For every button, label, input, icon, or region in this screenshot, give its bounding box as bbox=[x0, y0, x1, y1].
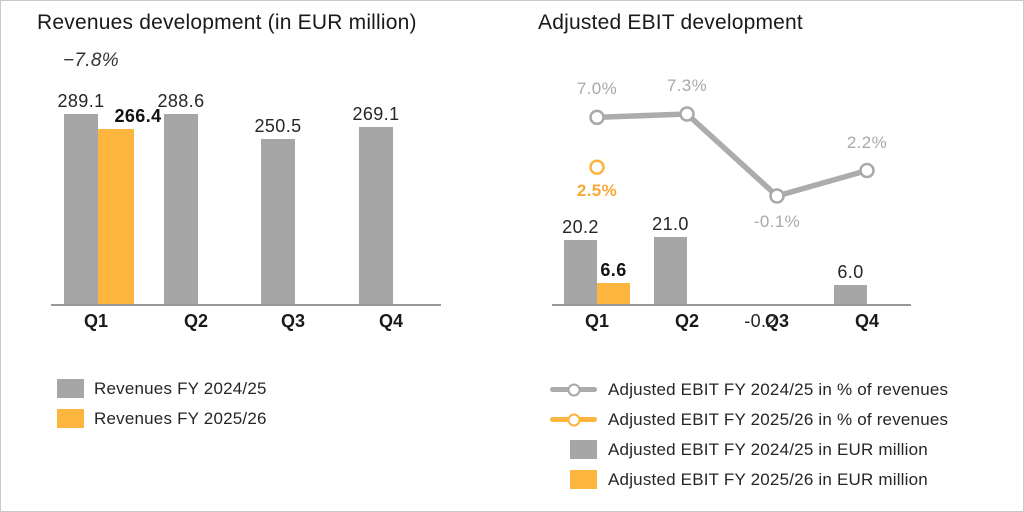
orange-line-marker-icon bbox=[550, 413, 597, 426]
marker-cell bbox=[550, 383, 608, 396]
legend-item-revenues-fy2025-26: Revenues FY 2025/26 bbox=[57, 409, 267, 428]
x-tick-label: Q1 bbox=[83, 311, 109, 331]
x-tick-label: Q2 bbox=[674, 311, 700, 331]
bar-ebit-fy2025-26 bbox=[597, 283, 630, 304]
x-tick-label: Q1 bbox=[584, 311, 610, 331]
legend-label: Revenues FY 2024/25 bbox=[94, 378, 267, 398]
orange-swatch-icon bbox=[570, 470, 597, 489]
legend-label: Revenues FY 2025/26 bbox=[94, 408, 267, 428]
ebit-legend: Adjusted EBIT FY 2024/25 in % of revenue… bbox=[550, 380, 948, 489]
value-label: 20.2 bbox=[562, 217, 599, 237]
ebit-chart-title: Adjusted EBIT development bbox=[538, 11, 803, 34]
ebit-pct-line-fy2024-25 bbox=[594, 111, 870, 199]
line-marker-gray bbox=[589, 109, 605, 126]
bar-revenues-fy2025-26 bbox=[98, 128, 134, 304]
marker-cell bbox=[550, 413, 608, 426]
value-label: 269.1 bbox=[352, 104, 400, 125]
x-tick-label: Q4 bbox=[854, 311, 880, 331]
x-axis-line bbox=[51, 304, 441, 306]
legend-label: Adjusted EBIT FY 2025/26 in % of revenue… bbox=[608, 409, 949, 429]
gray-swatch-icon bbox=[570, 440, 597, 459]
legend-label: Adjusted EBIT FY 2024/25 in % of revenue… bbox=[608, 379, 949, 399]
pct-label: 2.2% bbox=[846, 132, 888, 152]
line-marker-gray bbox=[859, 162, 875, 179]
bar-revenues-fy2024-25 bbox=[164, 114, 198, 304]
bar-revenues-fy2024-25 bbox=[261, 139, 295, 304]
open-circle-icon bbox=[567, 413, 580, 426]
gray-swatch-icon bbox=[57, 379, 84, 398]
line-marker-gray bbox=[679, 106, 695, 122]
orange-swatch-icon bbox=[57, 409, 84, 428]
revenues-delta-label: −7.8% bbox=[63, 50, 119, 71]
legend-item-ebit-eur-fy2024-25: Adjusted EBIT FY 2024/25 in EUR million bbox=[550, 440, 948, 459]
bar-ebit-fy2024-25 bbox=[564, 240, 597, 304]
value-label: 21.0 bbox=[652, 214, 689, 235]
value-label-negative: -0.2 bbox=[744, 311, 777, 331]
marker-cell bbox=[57, 409, 94, 428]
marker-cell bbox=[550, 440, 608, 459]
x-tick-label: Q4 bbox=[378, 311, 404, 331]
marker-cell bbox=[57, 379, 94, 398]
bar-revenues-fy2024-25 bbox=[64, 114, 98, 304]
x-tick-label: Q2 bbox=[183, 311, 209, 331]
value-label: 289.1 bbox=[57, 91, 105, 111]
x-axis-line bbox=[552, 304, 911, 306]
pct-label: 7.0% bbox=[576, 79, 618, 99]
legend-item-ebit-pct-fy2024-25: Adjusted EBIT FY 2024/25 in % of revenue… bbox=[550, 380, 948, 399]
revenues-chart-title: Revenues development (in EUR million) bbox=[37, 11, 417, 34]
value-label: 250.5 bbox=[254, 116, 302, 137]
revenues-legend: Revenues FY 2024/25 Revenues FY 2025/26 bbox=[57, 379, 267, 428]
legend-label: Adjusted EBIT FY 2024/25 in EUR million bbox=[608, 439, 928, 459]
pct-label: -0.1% bbox=[753, 212, 801, 231]
legend-item-ebit-pct-fy2025-26: Adjusted EBIT FY 2025/26 in % of revenue… bbox=[550, 410, 948, 429]
legend-item-revenues-fy2024-25: Revenues FY 2024/25 bbox=[57, 379, 267, 398]
bar-ebit-fy2024-25 bbox=[834, 284, 867, 304]
x-tick-label: Q3 bbox=[280, 311, 306, 331]
value-label-highlight: 6.6 bbox=[600, 260, 627, 281]
x-tick-label: Q3 bbox=[764, 311, 790, 331]
value-label: 288.6 bbox=[157, 91, 205, 112]
pct-label: 7.3% bbox=[666, 76, 708, 96]
bar-ebit-fy2024-25 bbox=[654, 237, 687, 304]
value-label: 6.0 bbox=[837, 261, 864, 282]
line-marker-orange bbox=[589, 159, 605, 175]
line-marker-gray bbox=[769, 188, 785, 204]
bar-revenues-fy2024-25 bbox=[359, 127, 393, 304]
value-label-highlight: 266.4 bbox=[114, 105, 162, 126]
legend-item-ebit-eur-fy2025-26: Adjusted EBIT FY 2025/26 in EUR million bbox=[550, 470, 948, 489]
marker-cell bbox=[550, 470, 608, 489]
open-circle-icon bbox=[567, 383, 580, 396]
pct-label-highlight: 2.5% bbox=[576, 181, 618, 201]
legend-label: Adjusted EBIT FY 2025/26 in EUR million bbox=[608, 469, 928, 489]
gray-line-marker-icon bbox=[550, 383, 597, 396]
